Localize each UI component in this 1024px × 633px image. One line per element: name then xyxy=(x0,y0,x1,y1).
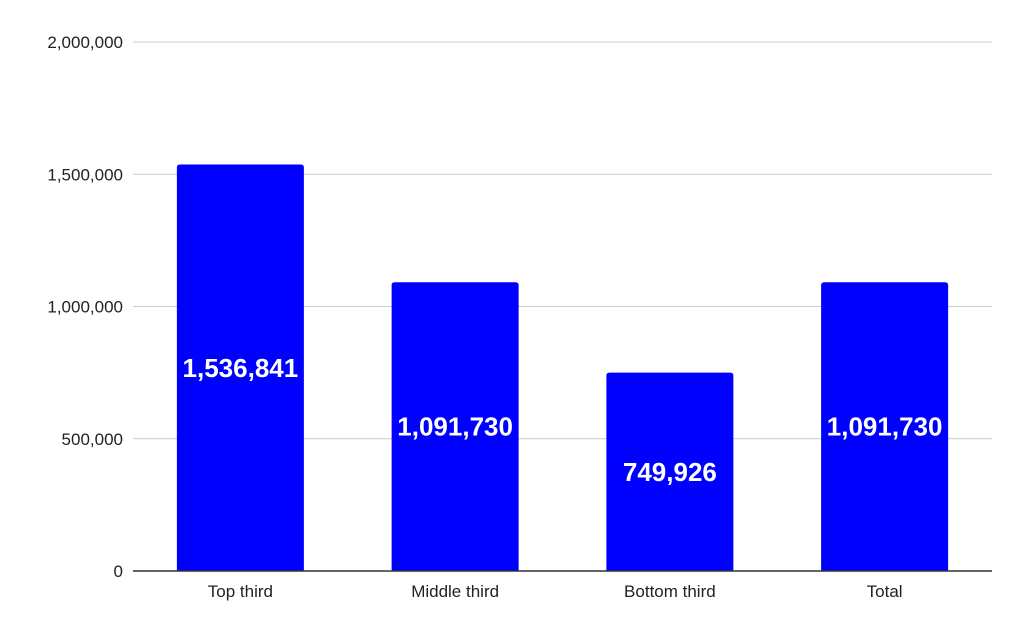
data-label: 1,091,730 xyxy=(827,412,943,442)
x-axis-tick-labels: Top third Middle third Bottom third Total xyxy=(208,582,903,601)
x-tick-label: Total xyxy=(867,582,903,601)
data-label: 749,926 xyxy=(623,457,717,487)
x-tick-label: Middle third xyxy=(411,582,499,601)
y-tick-label: 2,000,000 xyxy=(47,33,123,52)
data-label: 1,091,730 xyxy=(397,412,513,442)
data-labels: 1,536,841 1,091,730 749,926 1,091,730 xyxy=(183,353,943,487)
x-tick-label: Bottom third xyxy=(624,582,716,601)
y-axis-tick-labels: 0 500,000 1,000,000 1,500,000 2,000,000 xyxy=(47,33,123,581)
data-label: 1,536,841 xyxy=(183,353,299,383)
y-tick-label: 500,000 xyxy=(62,430,123,449)
y-tick-label: 1,500,000 xyxy=(47,165,123,184)
bar xyxy=(391,282,519,571)
y-tick-label: 1,000,000 xyxy=(47,298,123,317)
x-tick-label: Top third xyxy=(208,582,273,601)
bar xyxy=(606,372,734,571)
y-tick-label: 0 xyxy=(114,562,123,581)
bar xyxy=(176,164,304,571)
bar xyxy=(821,282,949,571)
bars xyxy=(133,164,992,572)
